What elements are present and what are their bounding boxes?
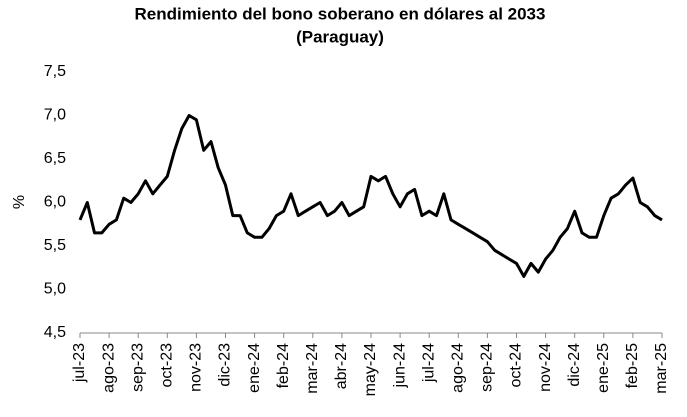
x-tick-label: dic-23: [217, 343, 234, 387]
x-tick-label: mar-25: [653, 343, 670, 394]
line-series: [78, 114, 663, 278]
y-tick-label: 6,0: [44, 194, 66, 211]
x-tick-label: ago-23: [100, 343, 117, 393]
x-tick-label: oct-24: [508, 343, 525, 388]
x-tick-label: jul-24: [420, 343, 437, 383]
y-tick-label: 5,0: [44, 281, 66, 298]
x-tick-label: feb-24: [275, 343, 292, 388]
x-tick-label: abr-24: [333, 343, 350, 389]
chart-subtitle: (Paraguay): [296, 27, 384, 46]
x-tick-label: ago-24: [450, 343, 467, 393]
y-tick-label: 5,5: [44, 237, 66, 254]
y-tick-label: 4,5: [44, 324, 66, 341]
chart-title: Rendimiento del bono soberano en dólares…: [135, 4, 546, 23]
x-tick-label: mar-24: [304, 343, 321, 394]
x-tick-label: nov-23: [188, 343, 205, 392]
y-axis-label: %: [11, 195, 28, 209]
x-tick-label: sep-23: [129, 343, 146, 392]
x-tick-label: ene-25: [595, 343, 612, 393]
x-tick-label: jun-24: [391, 343, 408, 389]
x-tick-label: oct-23: [159, 343, 176, 388]
x-tick-label: dic-24: [566, 343, 583, 387]
x-tick-label: feb-25: [624, 343, 641, 388]
y-tick-label: 7,5: [44, 63, 66, 80]
x-tick-label: sep-24: [479, 343, 496, 392]
x-tick-label: nov-24: [537, 343, 554, 392]
x-tick-label: jul-23: [71, 343, 88, 383]
y-tick-label: 6,5: [44, 150, 66, 167]
x-tick-label: may-24: [362, 343, 379, 396]
x-tick-label: ene-24: [246, 343, 263, 393]
y-tick-label: 7,0: [44, 107, 66, 124]
